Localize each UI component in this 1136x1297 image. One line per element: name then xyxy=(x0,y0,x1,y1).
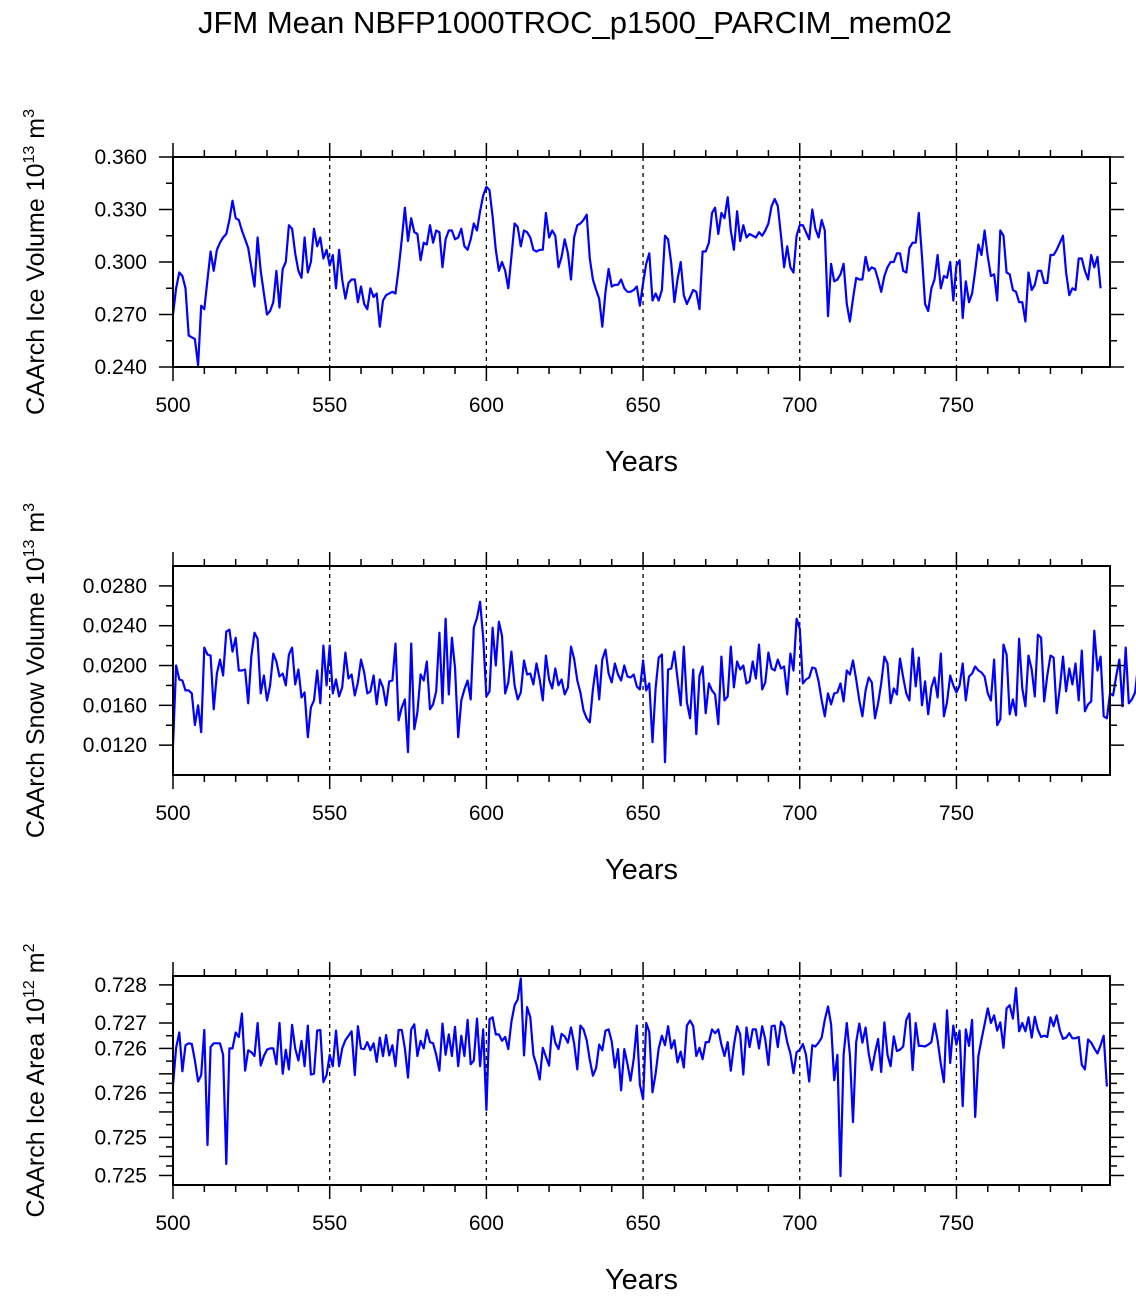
y-tick-label: 0.726 xyxy=(94,1037,147,1060)
x-tick-label: 650 xyxy=(626,394,661,417)
x-tick-label: 600 xyxy=(469,1212,504,1235)
y-tick-label: 0.726 xyxy=(94,1082,147,1105)
panel-2: 500 550 600 650 700 750 0.0120 0.0160 0.0200 0.02… xyxy=(21,503,1136,886)
data-series-line xyxy=(171,977,1108,1178)
y-tick-label: 0.0280 xyxy=(83,575,147,598)
x-tick-label: 700 xyxy=(782,1212,817,1235)
x-tick-label: 700 xyxy=(782,802,817,825)
y-axis-label: CAArch Snow Volume 1013 m3 xyxy=(21,503,50,838)
figure-title: JFM Mean NBFP1000TROC_p1500_PARCIM_mem02 xyxy=(198,5,952,40)
x-axis-label: Years xyxy=(605,446,678,478)
y-tick-label: 0.725 xyxy=(94,1126,147,1149)
x-tick-label: 500 xyxy=(155,1212,190,1235)
x-axis-label: Years xyxy=(605,854,678,886)
x-tick-label: 500 xyxy=(155,394,190,417)
y-axis-label: CAArch Ice Volume 1013 m3 xyxy=(21,109,50,415)
x-tick-label: 750 xyxy=(939,394,974,417)
x-tick-label: 550 xyxy=(312,802,347,825)
y-tick-label: 0.0240 xyxy=(83,615,147,638)
y-tick-label: 0.240 xyxy=(94,356,147,379)
y-tick-label: 0.330 xyxy=(94,199,147,222)
y-tick-label: 0.0200 xyxy=(83,655,147,678)
x-axis-label: Years xyxy=(605,1264,678,1296)
x-tick-label: 550 xyxy=(312,1212,347,1235)
x-tick-label: 700 xyxy=(782,394,817,417)
data-series-line xyxy=(171,185,1102,367)
x-tick-label: 750 xyxy=(939,802,974,825)
y-tick-label: 0.0160 xyxy=(83,694,147,717)
panel-1: 500 550 600 650 700 750 0.240 0.270 0.300 0.330 0.… xyxy=(21,109,1124,478)
y-tick-label: 0.360 xyxy=(94,146,147,169)
x-tick-label: 550 xyxy=(312,394,347,417)
plot-frame xyxy=(172,156,1111,368)
y-tick-label: 0.728 xyxy=(94,974,147,997)
x-tick-label: 600 xyxy=(469,394,504,417)
y-tick-label: 0.270 xyxy=(94,304,147,327)
panel-3: 500 550 600 650 700 7500.7250.7250.7260.7260.… xyxy=(21,943,1124,1296)
x-tick-label: 500 xyxy=(155,802,190,825)
y-axis-label: CAArch Ice Area 1012 m2 xyxy=(21,943,50,1217)
y-tick-label: 0.0120 xyxy=(83,734,147,757)
y-tick-label: 0.300 xyxy=(94,251,147,274)
y-tick-label: 0.727 xyxy=(94,1012,147,1035)
data-series-line xyxy=(171,600,1136,764)
panels-group: 500 550 600 650 700 750 0.240 0.270 0.300 0.330 0.… xyxy=(21,109,1136,1296)
plot-frame xyxy=(172,565,1111,776)
x-tick-label: 650 xyxy=(626,802,661,825)
y-tick-label: 0.725 xyxy=(94,1164,147,1187)
x-tick-label: 650 xyxy=(626,1212,661,1235)
plot-frame xyxy=(172,975,1111,1186)
x-tick-label: 600 xyxy=(469,802,504,825)
x-tick-label: 750 xyxy=(939,1212,974,1235)
